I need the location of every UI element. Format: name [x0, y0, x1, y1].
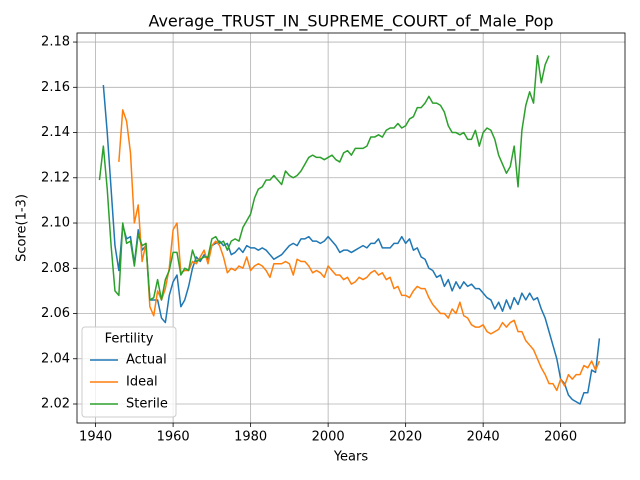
y-tick-label: 2.02 [41, 396, 70, 411]
legend-label: Ideal [126, 375, 158, 390]
x-tick-label: 2020 [389, 430, 422, 445]
legend-label: Actual [126, 353, 167, 368]
x-tick-label: 1940 [79, 430, 112, 445]
y-tick-label: 2.14 [41, 125, 70, 140]
x-tick-label: 2040 [467, 430, 500, 445]
y-axis-label: Score(1-3) [15, 194, 30, 262]
y-tick-label: 2.08 [41, 261, 70, 276]
y-tick-label: 2.18 [41, 35, 70, 50]
y-tick-label: 2.06 [41, 306, 70, 321]
legend-box [81, 326, 177, 418]
legend: Fertility Actual Ideal Sterile [81, 326, 177, 418]
x-tick-label: 1960 [157, 430, 190, 445]
y-tick-label: 2.12 [41, 170, 70, 185]
plot-frame [76, 32, 626, 424]
chart-title: Average_TRUST_IN_SUPREME_COURT_of_Male_P… [148, 12, 553, 32]
legend-label: Sterile [126, 397, 168, 412]
y-tick-label: 2.16 [41, 80, 70, 95]
data-line [98, 54, 550, 301]
x-tick-label: 2060 [544, 430, 577, 445]
y-tick-label: 2.10 [41, 216, 70, 231]
x-tick-label: 2000 [312, 430, 345, 445]
data-line [102, 84, 601, 405]
lines [98, 54, 601, 405]
x-axis-label: Years [333, 450, 369, 465]
axes: 1940 1960 1980 2000 2020 2040 2060 2.02 2.04 2.06… [41, 35, 577, 445]
legend-title: Fertility [105, 332, 154, 347]
x-tick-label: 1980 [234, 430, 267, 445]
y-tick-label: 2.04 [41, 351, 70, 366]
